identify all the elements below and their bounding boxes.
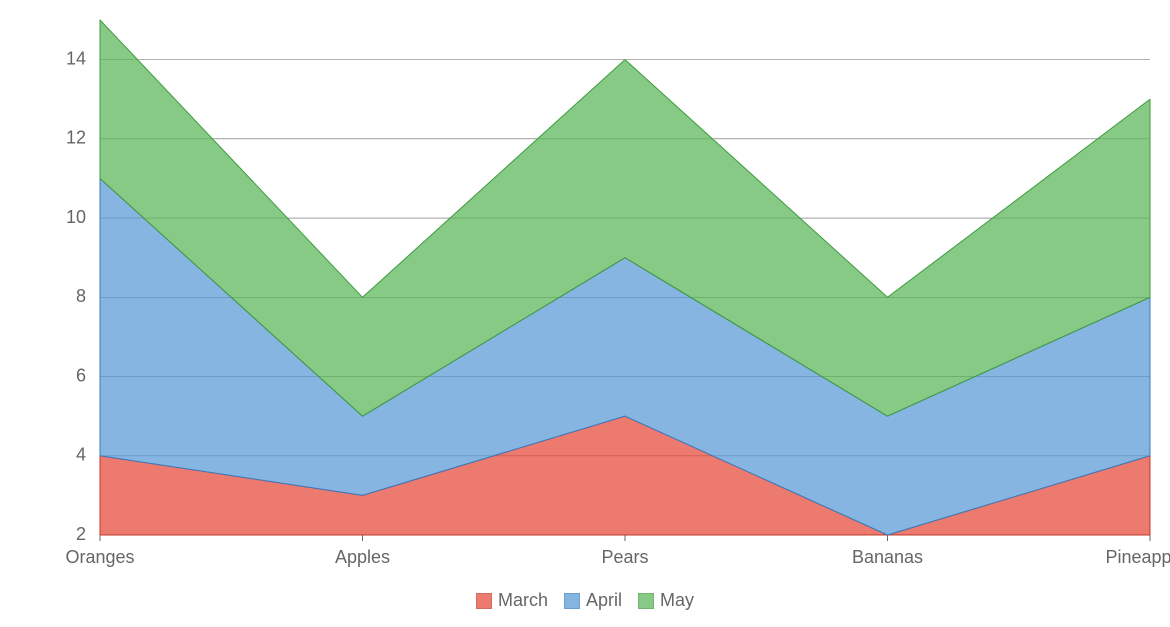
- x-axis-label: Pineapples: [1105, 547, 1170, 567]
- x-axis-label: Oranges: [65, 547, 134, 567]
- y-axis-label: 10: [66, 207, 86, 227]
- y-axis-label: 6: [76, 365, 86, 385]
- legend-label: May: [660, 590, 694, 611]
- y-axis-label: 2: [76, 524, 86, 544]
- legend-swatch: [638, 593, 654, 609]
- x-axis-label: Bananas: [852, 547, 923, 567]
- chart-svg: 2 4 6 8 10 12 14 Oranges Apples Pears Bananas Pinea…: [0, 0, 1170, 627]
- legend-item[interactable]: April: [564, 590, 622, 611]
- legend-item[interactable]: March: [476, 590, 548, 611]
- legend-swatch: [476, 593, 492, 609]
- y-axis-label: 12: [66, 128, 86, 148]
- y-axis-label: 8: [76, 286, 86, 306]
- legend-swatch: [564, 593, 580, 609]
- legend-label: March: [498, 590, 548, 611]
- x-axis-label: Pears: [601, 547, 648, 567]
- chart-legend: March April May: [0, 590, 1170, 614]
- stacked-area-chart: 2 4 6 8 10 12 14 Oranges Apples Pears Bananas Pinea…: [0, 0, 1170, 627]
- y-axis-label: 4: [76, 445, 86, 465]
- legend-item[interactable]: May: [638, 590, 694, 611]
- x-axis-label: Apples: [335, 547, 390, 567]
- legend-label: April: [586, 590, 622, 611]
- y-axis-label: 14: [66, 48, 86, 68]
